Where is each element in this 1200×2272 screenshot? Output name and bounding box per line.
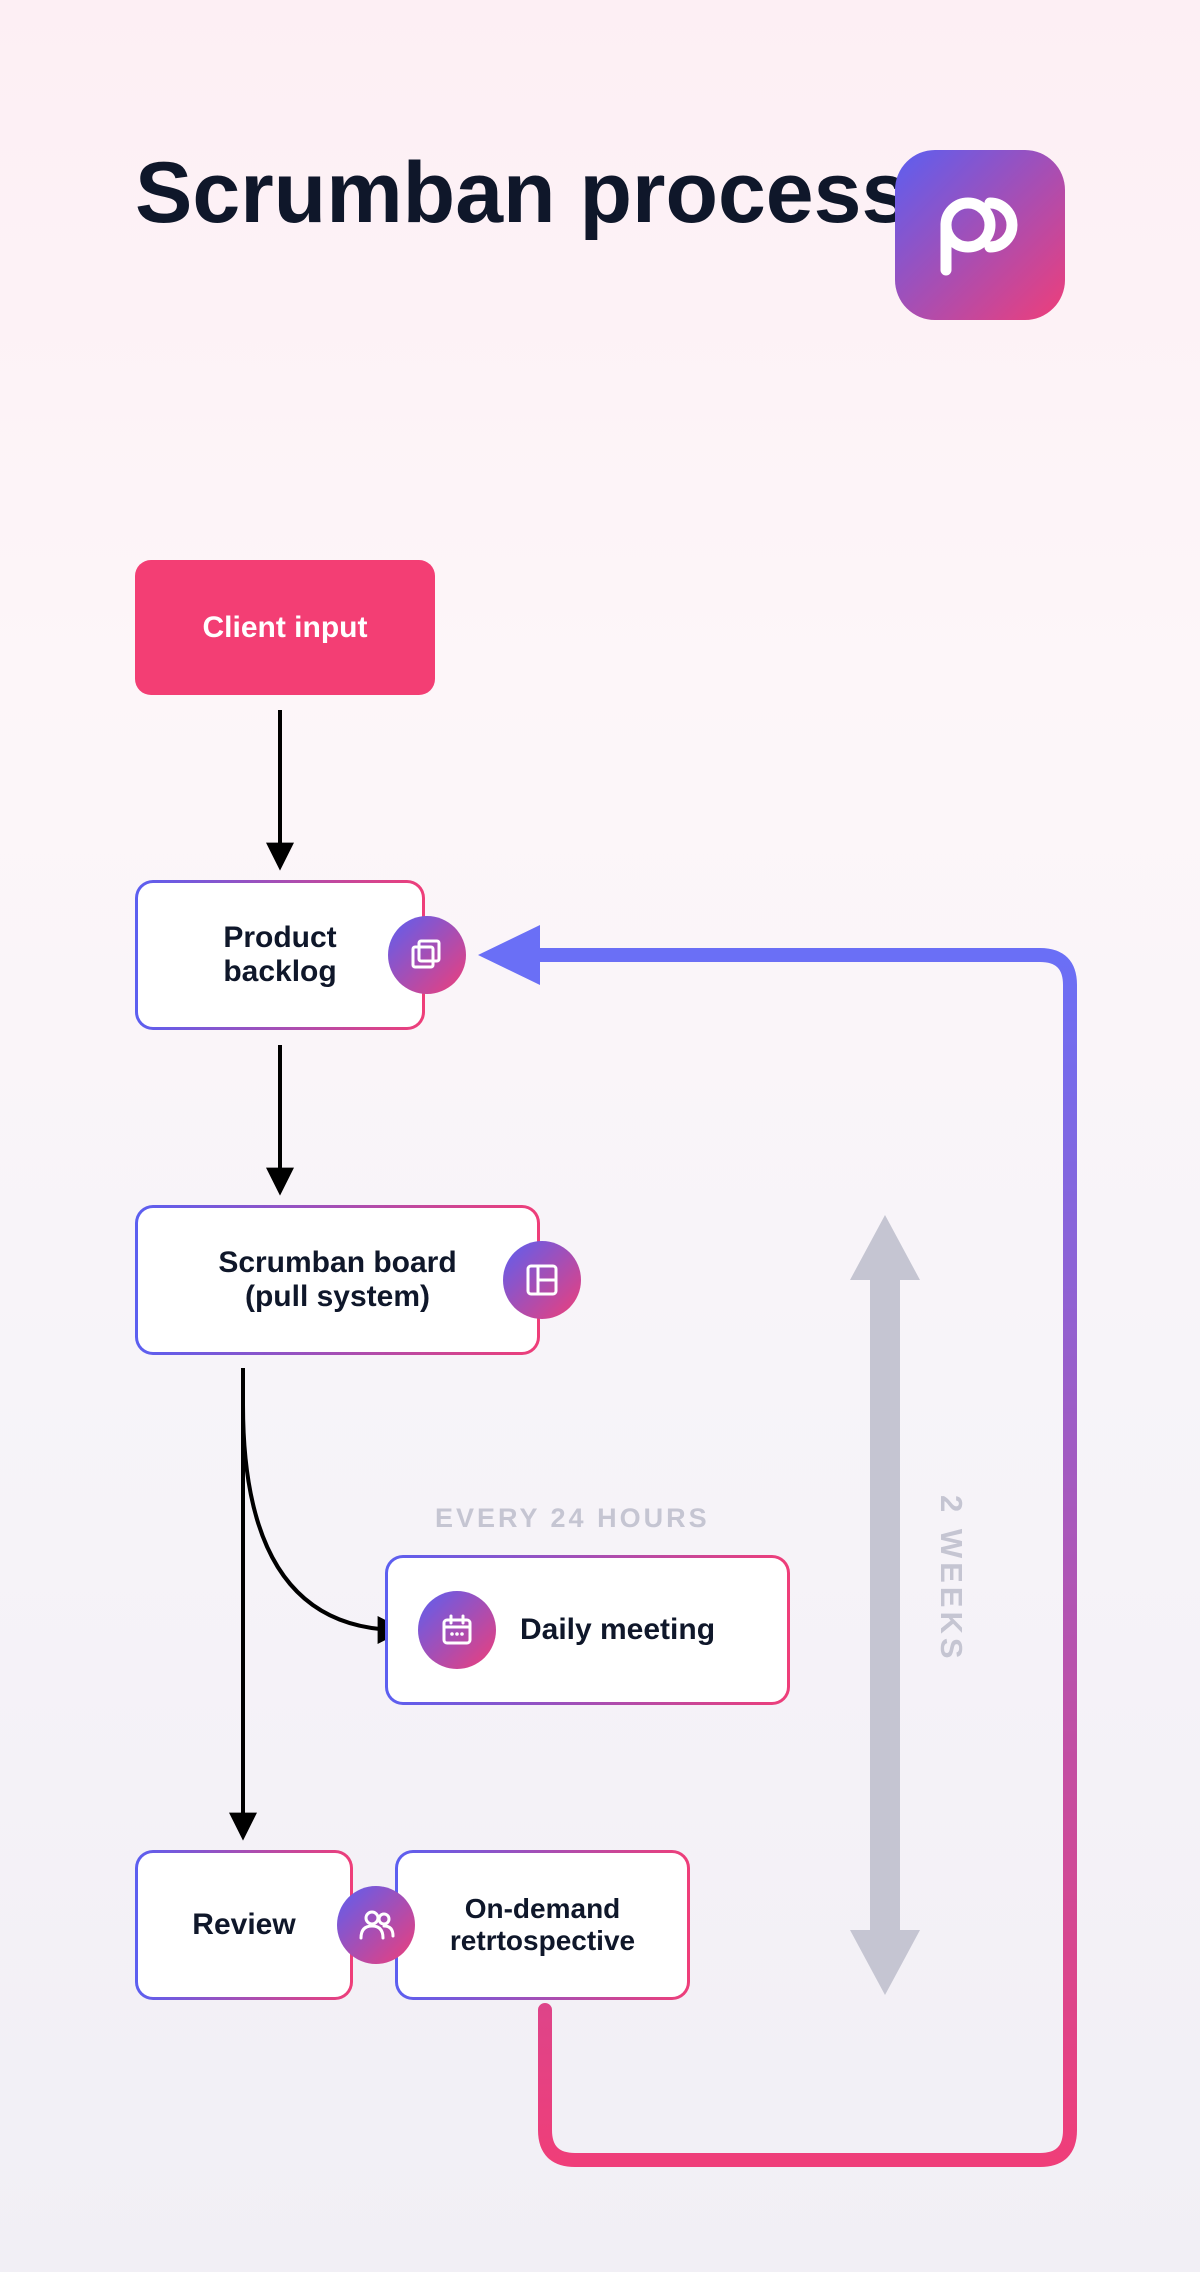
node-label: Client input [203,611,368,645]
brand-logo [895,150,1065,320]
label-every-24-hours: EVERY 24 HOURS [435,1503,710,1534]
node-scrumban-board: Scrumban board (pull system) [135,1205,540,1355]
node-retrospective: On-demand retrtospective [395,1850,690,2000]
node-label-line2: retrtospective [450,1925,635,1957]
label-two-weeks: 2 WEEKS [933,1495,969,1663]
calendar-icon [418,1591,496,1669]
logo-icon [930,185,1030,285]
board-icon [503,1241,581,1319]
node-product-backlog: Product backlog [135,880,425,1030]
diagram-canvas: Scrumban process [0,0,1200,2272]
node-label: Review [192,1908,295,1942]
node-label: Daily meeting [520,1613,715,1647]
node-label-line1: Product [223,921,336,955]
node-review: Review [135,1850,353,2000]
node-label-line1: On-demand [465,1893,621,1925]
node-label-line2: (pull system) [245,1280,430,1314]
people-icon [337,1886,415,1964]
page-title: Scrumban process [135,145,909,241]
node-label-line1: Scrumban board [218,1246,456,1280]
node-client-input: Client input [135,560,435,695]
node-label-line2: backlog [223,955,336,989]
stack-icon [388,916,466,994]
